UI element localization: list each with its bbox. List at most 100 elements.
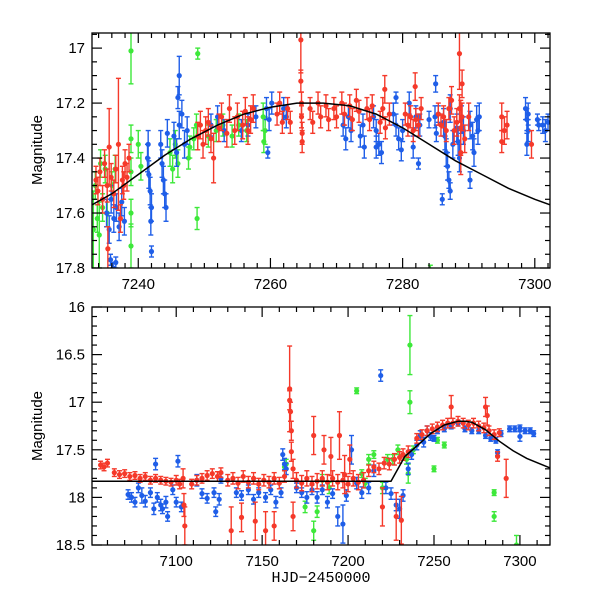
top-red-point: [126, 143, 132, 173]
bottom-red-point: [481, 422, 487, 434]
data-point-marker: [331, 105, 337, 112]
data-point-marker: [491, 513, 497, 520]
bottom-x-tick-label: 7200: [331, 553, 364, 570]
data-point-marker: [527, 428, 533, 434]
top-red-point: [211, 132, 217, 184]
bottom-red-point: [111, 468, 117, 478]
bottom-red-point: [271, 471, 277, 485]
data-point-marker: [448, 404, 454, 410]
data-point-marker: [250, 496, 257, 502]
bottom-red-point: [225, 473, 231, 487]
data-point-marker: [454, 119, 460, 125]
bottom-blue-point: [507, 425, 513, 433]
data-point-marker: [175, 94, 181, 101]
data-point-marker: [504, 122, 510, 128]
top-blue-point: [396, 127, 402, 151]
top-red-point: [218, 102, 225, 132]
top-green-point: [128, 124, 134, 154]
data-point-marker: [279, 119, 285, 125]
top-red-point: [501, 116, 507, 146]
data-point-marker: [435, 111, 441, 117]
data-point-marker: [343, 136, 349, 142]
top-green-point: [128, 33, 134, 85]
data-point-marker: [128, 494, 135, 500]
top-green-point: [229, 124, 235, 148]
bottom-data-layer: [97, 314, 537, 545]
top-red-point: [331, 96, 337, 121]
data-point-marker: [406, 100, 412, 106]
data-point-marker: [359, 490, 365, 496]
bottom-red-point: [262, 510, 269, 545]
data-point-marker: [341, 111, 348, 117]
top-blue-point: [184, 116, 190, 146]
bottom-blue-point: [132, 496, 138, 508]
data-point-marker: [137, 475, 143, 481]
top-red-point: [499, 129, 505, 154]
data-point-marker: [288, 449, 294, 455]
data-point-marker: [400, 451, 406, 458]
top-y-tick-label: 17.4: [56, 150, 85, 167]
data-point-marker: [128, 136, 134, 142]
data-point-marker: [240, 473, 246, 480]
data-point-marker: [383, 485, 389, 491]
bottom-green-point: [491, 489, 497, 497]
data-point-marker: [280, 451, 286, 458]
data-point-marker: [211, 155, 217, 161]
bottom-y-tick-label: 16.5: [56, 347, 85, 364]
bottom-red-point: [228, 506, 234, 545]
data-point-marker: [179, 111, 185, 117]
data-point-marker: [451, 127, 457, 134]
data-point-marker: [314, 494, 320, 500]
data-point-marker: [405, 122, 411, 128]
data-point-marker: [410, 144, 416, 150]
data-point-marker: [245, 127, 251, 134]
data-point-marker: [467, 177, 473, 183]
data-point-marker: [180, 475, 186, 481]
data-point-marker: [340, 477, 346, 483]
data-point-marker: [147, 490, 154, 496]
data-point-marker: [211, 490, 217, 496]
top-red-point: [438, 113, 444, 137]
data-point-marker: [204, 472, 210, 479]
top-red-point: [250, 94, 256, 124]
top-blue-point: [378, 140, 385, 165]
top-blue-point: [343, 127, 349, 151]
data-point-marker: [309, 481, 315, 487]
top-red-point: [572, 111, 577, 133]
top-red-point: [405, 113, 411, 137]
data-point-marker: [462, 136, 468, 142]
data-point-marker: [238, 514, 245, 520]
data-point-marker: [318, 114, 324, 120]
data-point-marker: [390, 111, 396, 117]
data-point-marker: [245, 479, 251, 485]
data-point-marker: [424, 428, 430, 434]
data-point-marker: [175, 458, 181, 464]
data-point-marker: [127, 473, 133, 480]
bottom-blue-point: [304, 490, 310, 504]
data-point-marker: [311, 528, 317, 534]
top-green-point: [194, 206, 200, 231]
top-red-point: [456, 33, 463, 91]
top-red-point: [418, 96, 424, 121]
bottom-blue-point: [213, 506, 219, 518]
data-point-marker: [170, 487, 176, 493]
data-point-marker: [391, 456, 398, 462]
bottom-red-point: [424, 425, 430, 437]
data-point-marker: [132, 472, 138, 479]
data-point-marker: [321, 447, 327, 453]
data-point-marker: [364, 105, 370, 112]
bottom-blue-point: [431, 434, 437, 442]
bottom-blue-point: [340, 504, 346, 544]
data-point-marker: [304, 494, 310, 500]
data-point-marker: [323, 103, 329, 109]
top-panel: 7240 7260 7280 7300 17 17.2 17.4 17.6 17.8 Magni…: [29, 32, 577, 293]
data-point-marker: [250, 475, 257, 481]
top-red-point: [382, 116, 389, 140]
top-green-point: [128, 198, 134, 228]
data-point-marker: [528, 141, 535, 147]
data-point-marker: [176, 73, 182, 79]
top-red-point: [448, 85, 455, 115]
data-point-marker: [429, 426, 435, 432]
data-point-marker: [218, 114, 225, 120]
data-point-marker: [382, 125, 389, 131]
